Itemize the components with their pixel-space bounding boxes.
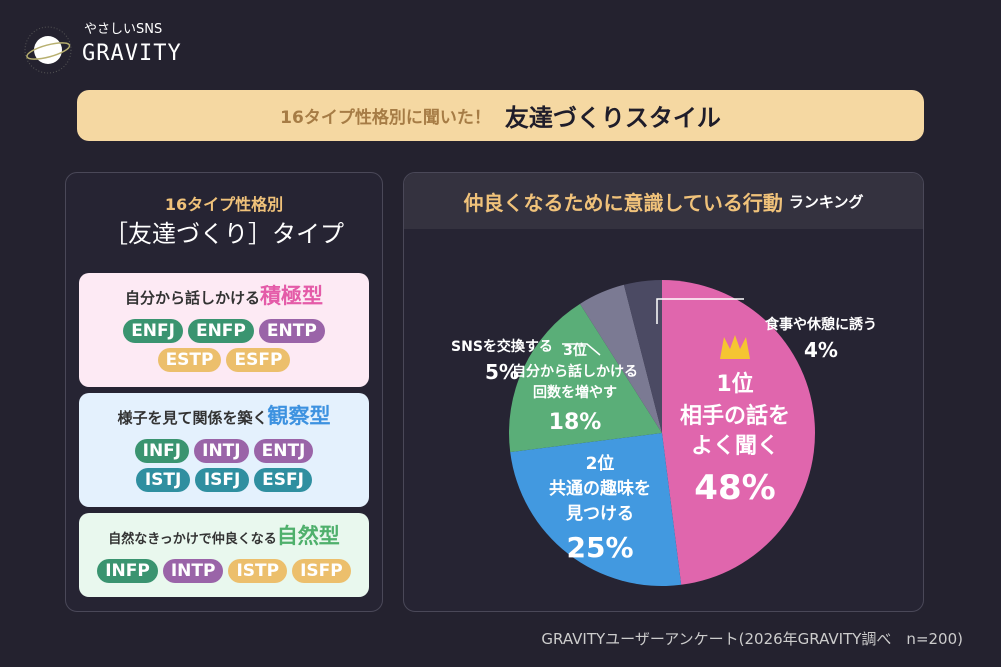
footer-source: GRAVITYユーザーアンケート(2026年GRAVITY調べ n=200): [541, 630, 963, 648]
slice-label: 共通の趣味を: [549, 478, 651, 499]
mbti-tag: ESTP: [157, 348, 222, 372]
type-card: 様子を見て関係を築く観察型 INFJ INTJ ENTJ ISTJ ISFJ ESFJ: [79, 393, 369, 507]
slice-value: 25%: [566, 531, 633, 564]
slice-label: SNSを交換する: [451, 338, 553, 355]
brand-name: GRAVITY: [82, 41, 182, 66]
type-card-heading: 様子を見て関係を築く観察型: [79, 403, 369, 431]
type-card: 自然なきっかけで仲良くなる自然型 INFP INTP ISTP ISFP: [79, 513, 369, 597]
slice-label: 相手の話を: [680, 403, 790, 429]
type-lead: 自然なきっかけで仲良くなる: [108, 532, 277, 547]
title-banner: 16タイプ性格別に聞いた！ 友達づくりスタイル: [77, 90, 924, 141]
mbti-tag: ENTJ: [253, 439, 314, 463]
mbti-tag: ESFJ: [254, 468, 312, 492]
type-name: 観察型: [267, 404, 331, 428]
mbti-tag: ESFP: [226, 348, 291, 372]
type-panel-title: ［友達づくり］タイプ: [104, 220, 344, 248]
slice-rank: 2位: [586, 453, 615, 474]
slice-label: よく聞く: [691, 434, 779, 459]
type-card-heading: 自然なきっかけで仲良くなる自然型: [79, 523, 369, 553]
banner-pre: 16タイプ性格別に聞いた！: [280, 108, 491, 128]
mbti-tag: ENFJ: [123, 319, 183, 343]
slice-value: 18%: [549, 410, 602, 435]
mbti-tag: INFP: [97, 559, 158, 583]
slice-value: 48%: [694, 468, 775, 508]
type-card: 自分から話しかける積極型 ENFJ ENFP ENTP ESTP ESFP: [79, 273, 369, 387]
slice-label: 回数を増やす: [533, 384, 617, 401]
slice-rank: 1位: [716, 371, 753, 397]
mbti-tag: ISTJ: [136, 468, 191, 492]
mbti-tag: ISTP: [228, 559, 288, 583]
gravity-planet-logo: [24, 26, 72, 74]
pie-slice: [662, 280, 815, 585]
pie-slice: [509, 303, 662, 453]
crown-icon: [720, 335, 750, 359]
mbti-tag: ENTP: [258, 319, 325, 343]
ranking-title-suffix: ランキング: [788, 192, 864, 211]
type-card-heading: 自分から話しかける積極型: [79, 283, 369, 311]
banner-title: 友達づくりスタイル: [504, 104, 721, 132]
slice-rank: 3位: [563, 342, 587, 359]
type-panel-subtitle: 16タイプ性格別: [164, 195, 284, 214]
leader-line: [656, 298, 744, 324]
type-panel: 16タイプ性格別 ［友達づくり］タイプ 自分から話しかける積極型 ENFJ ENFP…: [65, 172, 383, 612]
mbti-tag: INFJ: [134, 439, 190, 463]
slice-label: 自分から話しかける: [512, 363, 638, 380]
type-lead: 様子を見て関係を築く: [117, 409, 268, 427]
ranking-title: 仲良くなるために意識している行動: [463, 190, 783, 215]
mbti-tag: ISFP: [292, 559, 351, 583]
mbti-tag: ENFP: [187, 319, 254, 343]
slice-value: 4%: [804, 338, 838, 362]
leader-line: [562, 343, 601, 356]
pie-slice: [623, 280, 662, 433]
pie-slice: [510, 433, 682, 586]
type-name: 自然型: [276, 524, 340, 548]
slice-label: 見つける: [565, 504, 634, 524]
mbti-tag: INTJ: [194, 439, 249, 463]
slice-label: 食事や休憩に誘う: [765, 316, 877, 333]
ranking-panel: 仲良くなるために意識している行動 ランキング 1位相手の話をよく聞く 48% 2位共…: [403, 172, 924, 612]
slice-value: 5%: [485, 360, 519, 384]
mbti-tag: INTP: [162, 559, 224, 583]
pie-slice: [580, 284, 662, 433]
type-name: 積極型: [260, 284, 323, 308]
type-lead: 自分から話しかける: [124, 289, 260, 307]
mbti-tag: ISFJ: [195, 468, 250, 492]
ranking-header: 仲良くなるために意識している行動 ランキング: [404, 173, 923, 229]
brand-tagline: やさしいSNS: [84, 22, 163, 37]
